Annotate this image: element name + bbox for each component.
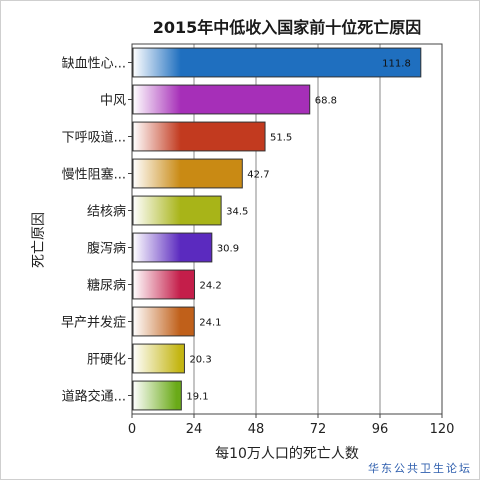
bar — [132, 269, 196, 300]
chart-title: 2015年中低收入国家前十位死亡原因 — [152, 18, 422, 37]
x-axis-label: 每10万人口的死亡人数 — [215, 446, 359, 462]
category-label: 糖尿病 — [87, 278, 126, 294]
bar — [132, 380, 182, 411]
bar — [132, 343, 185, 374]
value-label: 19.1 — [186, 392, 208, 403]
category-label: 结核病 — [87, 205, 126, 220]
category-label: 道路交通... — [62, 389, 126, 405]
bar — [132, 121, 266, 152]
category-label: 早产并发症 — [61, 315, 126, 331]
value-label: 68.8 — [315, 96, 337, 107]
category-label: 下呼吸道... — [62, 131, 126, 146]
bars — [132, 47, 422, 411]
plot-border — [131, 43, 443, 415]
value-label: 20.3 — [189, 355, 211, 366]
bar — [132, 232, 213, 263]
x-tick-label: 48 — [248, 422, 265, 437]
x-tick-label: 24 — [186, 422, 203, 437]
value-label: 24.2 — [200, 281, 222, 292]
x-tick-label: 120 — [430, 422, 455, 437]
x-tick-label: 0 — [128, 422, 136, 437]
category-label: 中风 — [100, 94, 126, 109]
value-label: 42.7 — [247, 170, 269, 181]
bar — [132, 84, 311, 115]
x-tick-label: 96 — [372, 422, 389, 437]
value-label: 34.5 — [226, 207, 248, 218]
watermark: 华东公共卫生论坛 — [368, 462, 472, 475]
category-label: 慢性阻塞... — [62, 167, 126, 183]
category-label: 腹泻病 — [87, 241, 126, 257]
category-label: 肝硬化 — [87, 353, 126, 368]
bar — [132, 158, 243, 189]
bar — [132, 195, 222, 226]
bar — [132, 47, 422, 78]
value-label: 24.1 — [199, 318, 221, 329]
value-label: 111.8 — [382, 59, 411, 70]
x-tick-label: 72 — [310, 422, 327, 437]
bar — [132, 306, 195, 337]
value-label: 51.5 — [270, 133, 292, 144]
category-label: 缺血性心... — [62, 57, 126, 72]
value-label: 30.9 — [217, 244, 239, 255]
labels: 0 24 48 72 96 120 111.8 缺血性心... 68.8 中风 51.5 下呼吸道..… — [61, 57, 454, 438]
